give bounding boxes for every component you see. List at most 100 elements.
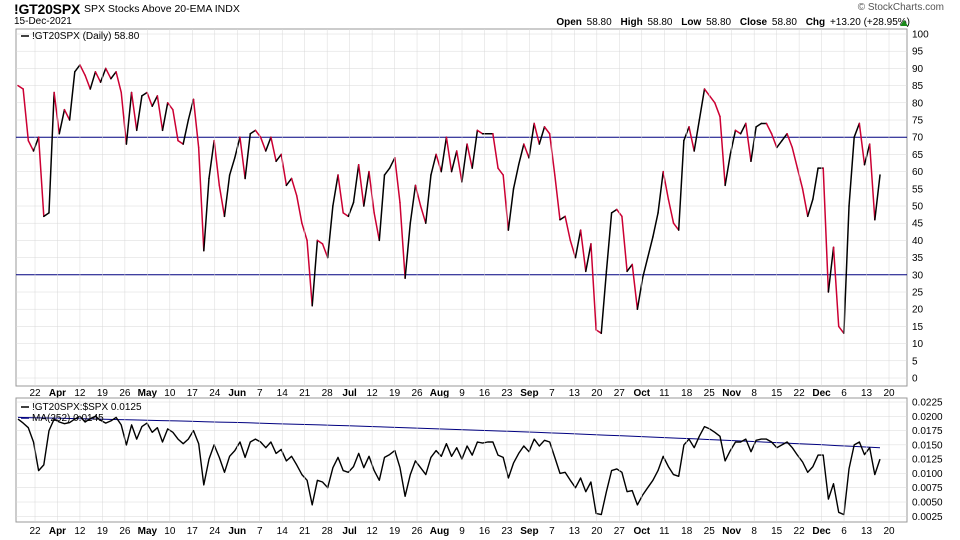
series-segment xyxy=(125,91,133,145)
main-x-tick-label: 15 xyxy=(771,388,783,399)
ratio-x-tick-label: 20 xyxy=(591,526,603,537)
series-segment xyxy=(517,143,525,166)
series-segment xyxy=(311,239,319,307)
series-segment xyxy=(450,150,458,173)
series-segment xyxy=(68,71,76,121)
series-segment xyxy=(203,177,210,252)
ratio-series-path xyxy=(17,415,881,516)
series-segment xyxy=(729,129,737,156)
main-x-tick-label: 28 xyxy=(322,388,334,399)
series-segment xyxy=(208,139,215,180)
series-segment xyxy=(585,243,592,273)
series-segment xyxy=(507,188,515,231)
ratio-x-tick-label: 6 xyxy=(841,526,847,537)
open-label: Open xyxy=(556,17,582,28)
series-segment xyxy=(182,119,190,145)
series-segment xyxy=(445,136,453,173)
series-segment xyxy=(750,126,757,163)
series-segment xyxy=(714,102,721,118)
series-segment xyxy=(223,174,231,218)
series-segment xyxy=(332,174,339,207)
series-segment xyxy=(347,201,355,218)
main-x-tick-label: 14 xyxy=(277,388,289,399)
ratio-y-tick-label: 0.0075 xyxy=(912,483,943,494)
main-x-tick-label: Nov xyxy=(722,388,741,399)
ratio-x-tick-label: 9 xyxy=(459,526,465,537)
chart-header: !GT20SPX SPX Stocks Above 20-EMA INDX 15… xyxy=(0,0,960,30)
series-segment xyxy=(796,167,804,190)
series-segment xyxy=(610,208,618,214)
low-label: Low xyxy=(681,17,702,28)
series-segment xyxy=(440,136,448,173)
ratio-panel: 0.0025 0.0050 0.0075 0.0100 0.0125 0.0150 0.01… xyxy=(15,397,943,537)
main-y-tick-label: 15 xyxy=(912,322,924,333)
series-segment xyxy=(316,239,324,245)
series-segment xyxy=(326,205,334,259)
main-x-tick-label: Apr xyxy=(49,388,66,399)
main-x-tick-label: Jun xyxy=(228,388,246,399)
ratio-x-axis: 22 Apr 12 19 26 May 10 17 24 Jun 7 14 21 28 Jul 12 19 26 A… xyxy=(29,398,895,537)
main-y-tick-label: 65 xyxy=(912,150,924,161)
ratio-y-tick-label: 0.0175 xyxy=(912,426,943,437)
series-segment xyxy=(79,64,86,77)
main-y-tick-label: 20 xyxy=(912,305,924,316)
series-segment xyxy=(161,102,169,132)
ma-series-path xyxy=(17,416,881,449)
series-segment xyxy=(554,174,561,221)
ratio-x-tick-label: Jun xyxy=(228,526,246,537)
series-segment xyxy=(466,143,473,169)
series-segment xyxy=(37,136,45,218)
series-segment xyxy=(53,91,61,135)
series-segment xyxy=(786,133,794,149)
ratio-panel-frame xyxy=(15,397,908,523)
main-panel-frame xyxy=(15,28,908,387)
ratio-x-tick-label: Oct xyxy=(633,526,650,537)
series-segment xyxy=(265,136,272,152)
close-label: Close xyxy=(739,17,768,28)
series-segment xyxy=(806,198,814,218)
series-segment xyxy=(858,122,866,166)
series-segment xyxy=(388,157,396,169)
series-segment xyxy=(646,236,654,259)
series-segment xyxy=(48,91,55,214)
main-y-tick-label: 0 xyxy=(912,374,918,385)
series-segment xyxy=(476,129,484,135)
ratio-x-tick-label: 22 xyxy=(29,526,41,537)
series-segment xyxy=(130,91,138,132)
ratio-x-tick-label: 12 xyxy=(74,526,86,537)
series-segment xyxy=(141,91,148,97)
series-segment xyxy=(734,129,742,135)
ratio-x-tick-label: 27 xyxy=(614,526,626,537)
ratio-x-tick-label: Aug xyxy=(430,526,449,537)
series-segment xyxy=(837,325,845,335)
series-segment xyxy=(626,263,633,273)
ratio-x-tick-label: 19 xyxy=(97,526,109,537)
main-x-tick-label: 19 xyxy=(97,388,109,399)
main-x-tick-label: 9 xyxy=(459,388,465,399)
high-value: 58.80 xyxy=(647,17,673,28)
main-x-tick-label: 12 xyxy=(74,388,86,399)
series-segment xyxy=(672,222,680,231)
main-grid xyxy=(16,33,907,379)
main-x-tick-label: 16 xyxy=(479,388,491,399)
ratio-y-tick-label: 0.0225 xyxy=(912,398,943,409)
series-segment xyxy=(724,153,732,187)
series-segment xyxy=(151,95,159,107)
symbol-description: SPX Stocks Above 20-EMA INDX xyxy=(84,3,240,15)
main-y-tick-label: 95 xyxy=(912,47,924,58)
ratio-x-tick-label: 8 xyxy=(751,526,757,537)
main-y-tick-label: 90 xyxy=(912,64,924,75)
series-segment xyxy=(192,98,200,149)
main-x-tick-label: Dec xyxy=(812,388,831,399)
chg-value: +13.20 (+28.95%) xyxy=(829,17,910,28)
series-segment xyxy=(812,167,819,200)
symbol-label: !GT20SPX xyxy=(14,1,81,17)
ratio-x-tick-label: Nov xyxy=(722,526,741,537)
ratio-x-tick-label: 19 xyxy=(389,526,401,537)
series-segment xyxy=(848,136,855,207)
series-segment xyxy=(399,201,406,279)
series-segment xyxy=(156,95,164,132)
ratio-y-tick-label: 0.0125 xyxy=(912,455,943,466)
series-segment xyxy=(404,222,412,279)
